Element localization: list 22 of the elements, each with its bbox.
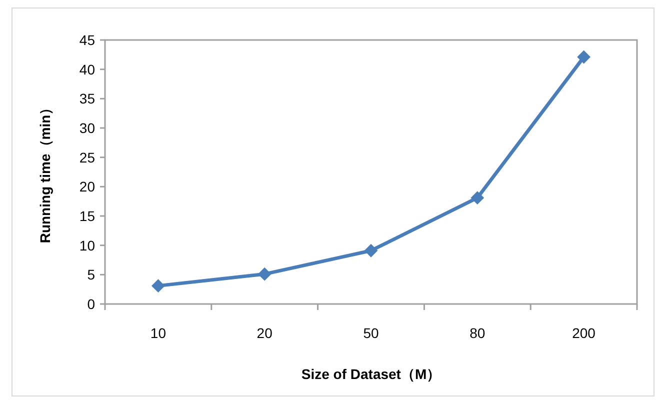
y-tick-label: 40 bbox=[79, 61, 96, 78]
x-tick-label: 200 bbox=[572, 325, 596, 341]
y-tick-label: 35 bbox=[79, 90, 96, 107]
y-tick-label: 45 bbox=[79, 32, 96, 48]
point bbox=[152, 279, 165, 292]
point bbox=[470, 191, 484, 204]
y-tick-label: 20 bbox=[79, 178, 96, 195]
point bbox=[577, 50, 590, 64]
y-tick-label: 10 bbox=[79, 237, 96, 254]
y-tick-label: 5 bbox=[87, 266, 96, 283]
point bbox=[364, 244, 378, 258]
x-tick-label: 80 bbox=[470, 325, 486, 341]
y-tick-label: 30 bbox=[79, 120, 96, 136]
point bbox=[258, 268, 272, 281]
y-tick-label: 25 bbox=[79, 149, 96, 166]
y-tick-label: 0 bbox=[87, 296, 96, 312]
x-tick-label: 50 bbox=[363, 325, 379, 341]
y-axis-title: Running time（min） bbox=[37, 100, 53, 244]
x-tick-label: 20 bbox=[256, 325, 273, 341]
y-tick-label: 15 bbox=[79, 208, 96, 224]
x-tick-label: 10 bbox=[150, 325, 166, 341]
x-axis-title: Size of Dataset（M） bbox=[301, 366, 441, 382]
